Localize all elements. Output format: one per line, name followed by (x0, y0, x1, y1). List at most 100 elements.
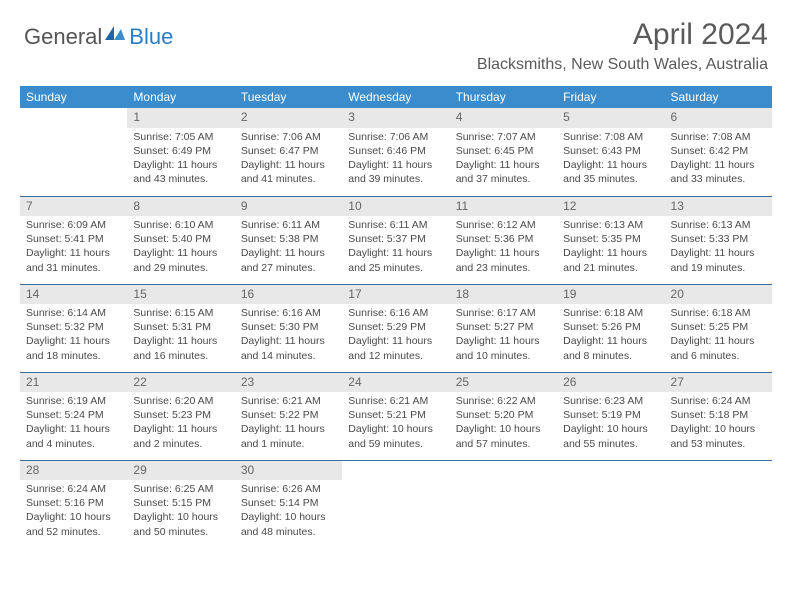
sunset-text: Sunset: 5:37 PM (348, 232, 443, 246)
calendar-cell: 11Sunrise: 6:12 AMSunset: 5:36 PMDayligh… (450, 196, 557, 284)
daylight-text: Daylight: 11 hours and 37 minutes. (456, 158, 551, 186)
header: General Blue April 2024 Blacksmiths, New… (0, 0, 792, 80)
calendar-cell: 28Sunrise: 6:24 AMSunset: 5:16 PMDayligh… (20, 460, 127, 548)
calendar-cell: 8Sunrise: 6:10 AMSunset: 5:40 PMDaylight… (127, 196, 234, 284)
sunset-text: Sunset: 5:15 PM (133, 496, 228, 510)
calendar-row: 7Sunrise: 6:09 AMSunset: 5:41 PMDaylight… (20, 196, 772, 284)
daylight-text: Daylight: 11 hours and 43 minutes. (133, 158, 228, 186)
sunrise-text: Sunrise: 6:25 AM (133, 482, 228, 496)
day-body: Sunrise: 6:21 AMSunset: 5:22 PMDaylight:… (235, 392, 342, 455)
day-number: 18 (450, 285, 557, 305)
sunrise-text: Sunrise: 6:16 AM (348, 306, 443, 320)
sunrise-text: Sunrise: 6:24 AM (26, 482, 121, 496)
day-body: Sunrise: 6:23 AMSunset: 5:19 PMDaylight:… (557, 392, 664, 455)
sunset-text: Sunset: 6:42 PM (671, 144, 766, 158)
sunset-text: Sunset: 5:21 PM (348, 408, 443, 422)
daylight-text: Daylight: 10 hours and 53 minutes. (671, 422, 766, 450)
sunset-text: Sunset: 5:35 PM (563, 232, 658, 246)
calendar-cell: 27Sunrise: 6:24 AMSunset: 5:18 PMDayligh… (665, 372, 772, 460)
calendar-cell: 12Sunrise: 6:13 AMSunset: 5:35 PMDayligh… (557, 196, 664, 284)
day-body: Sunrise: 7:06 AMSunset: 6:46 PMDaylight:… (342, 128, 449, 191)
day-number: 1 (127, 108, 234, 128)
sunrise-text: Sunrise: 6:24 AM (671, 394, 766, 408)
daylight-text: Daylight: 10 hours and 59 minutes. (348, 422, 443, 450)
day-body: Sunrise: 6:09 AMSunset: 5:41 PMDaylight:… (20, 216, 127, 279)
day-body: Sunrise: 6:16 AMSunset: 5:29 PMDaylight:… (342, 304, 449, 367)
sunrise-text: Sunrise: 7:07 AM (456, 130, 551, 144)
daylight-text: Daylight: 11 hours and 41 minutes. (241, 158, 336, 186)
daylight-text: Daylight: 11 hours and 2 minutes. (133, 422, 228, 450)
day-number: 5 (557, 108, 664, 128)
day-number: 23 (235, 373, 342, 393)
calendar-cell: 22Sunrise: 6:20 AMSunset: 5:23 PMDayligh… (127, 372, 234, 460)
sunset-text: Sunset: 5:30 PM (241, 320, 336, 334)
day-body: Sunrise: 7:08 AMSunset: 6:42 PMDaylight:… (665, 128, 772, 191)
calendar-cell: 17Sunrise: 6:16 AMSunset: 5:29 PMDayligh… (342, 284, 449, 372)
day-number: 16 (235, 285, 342, 305)
day-number: 14 (20, 285, 127, 305)
calendar-cell: 23Sunrise: 6:21 AMSunset: 5:22 PMDayligh… (235, 372, 342, 460)
sunrise-text: Sunrise: 6:10 AM (133, 218, 228, 232)
day-number: 4 (450, 108, 557, 128)
sunset-text: Sunset: 5:29 PM (348, 320, 443, 334)
day-body: Sunrise: 6:11 AMSunset: 5:37 PMDaylight:… (342, 216, 449, 279)
sunset-text: Sunset: 5:38 PM (241, 232, 336, 246)
day-body: Sunrise: 7:05 AMSunset: 6:49 PMDaylight:… (127, 128, 234, 191)
sunrise-text: Sunrise: 6:17 AM (456, 306, 551, 320)
day-header: Monday (127, 86, 234, 108)
daylight-text: Daylight: 11 hours and 1 minute. (241, 422, 336, 450)
calendar-row: 21Sunrise: 6:19 AMSunset: 5:24 PMDayligh… (20, 372, 772, 460)
sunset-text: Sunset: 6:47 PM (241, 144, 336, 158)
day-body: Sunrise: 6:15 AMSunset: 5:31 PMDaylight:… (127, 304, 234, 367)
sunrise-text: Sunrise: 7:06 AM (348, 130, 443, 144)
title-block: April 2024 Blacksmiths, New South Wales,… (477, 18, 768, 74)
day-body: Sunrise: 6:24 AMSunset: 5:16 PMDaylight:… (20, 480, 127, 543)
calendar-cell (665, 460, 772, 548)
daylight-text: Daylight: 11 hours and 27 minutes. (241, 246, 336, 274)
calendar-cell: 16Sunrise: 6:16 AMSunset: 5:30 PMDayligh… (235, 284, 342, 372)
sunrise-text: Sunrise: 6:18 AM (671, 306, 766, 320)
sunrise-text: Sunrise: 6:21 AM (348, 394, 443, 408)
daylight-text: Daylight: 10 hours and 50 minutes. (133, 510, 228, 538)
calendar-cell: 4Sunrise: 7:07 AMSunset: 6:45 PMDaylight… (450, 108, 557, 196)
calendar-cell (342, 460, 449, 548)
sunset-text: Sunset: 6:46 PM (348, 144, 443, 158)
day-number: 7 (20, 197, 127, 217)
day-number: 21 (20, 373, 127, 393)
day-body: Sunrise: 6:11 AMSunset: 5:38 PMDaylight:… (235, 216, 342, 279)
day-body: Sunrise: 6:13 AMSunset: 5:35 PMDaylight:… (557, 216, 664, 279)
daylight-text: Daylight: 11 hours and 10 minutes. (456, 334, 551, 362)
day-body: Sunrise: 6:22 AMSunset: 5:20 PMDaylight:… (450, 392, 557, 455)
calendar-cell: 10Sunrise: 6:11 AMSunset: 5:37 PMDayligh… (342, 196, 449, 284)
day-body: Sunrise: 6:17 AMSunset: 5:27 PMDaylight:… (450, 304, 557, 367)
calendar-row: 28Sunrise: 6:24 AMSunset: 5:16 PMDayligh… (20, 460, 772, 548)
calendar-cell: 29Sunrise: 6:25 AMSunset: 5:15 PMDayligh… (127, 460, 234, 548)
day-number: 29 (127, 461, 234, 481)
sunset-text: Sunset: 6:49 PM (133, 144, 228, 158)
daylight-text: Daylight: 11 hours and 4 minutes. (26, 422, 121, 450)
month-title: April 2024 (477, 18, 768, 52)
daylight-text: Daylight: 11 hours and 25 minutes. (348, 246, 443, 274)
calendar-cell: 18Sunrise: 6:17 AMSunset: 5:27 PMDayligh… (450, 284, 557, 372)
sunset-text: Sunset: 5:41 PM (26, 232, 121, 246)
day-body: Sunrise: 6:18 AMSunset: 5:25 PMDaylight:… (665, 304, 772, 367)
day-body: Sunrise: 6:21 AMSunset: 5:21 PMDaylight:… (342, 392, 449, 455)
daylight-text: Daylight: 10 hours and 48 minutes. (241, 510, 336, 538)
sunset-text: Sunset: 5:23 PM (133, 408, 228, 422)
calendar-cell (557, 460, 664, 548)
day-header: Sunday (20, 86, 127, 108)
calendar-cell: 24Sunrise: 6:21 AMSunset: 5:21 PMDayligh… (342, 372, 449, 460)
calendar-cell: 19Sunrise: 6:18 AMSunset: 5:26 PMDayligh… (557, 284, 664, 372)
calendar-cell: 2Sunrise: 7:06 AMSunset: 6:47 PMDaylight… (235, 108, 342, 196)
day-body: Sunrise: 6:13 AMSunset: 5:33 PMDaylight:… (665, 216, 772, 279)
day-header: Saturday (665, 86, 772, 108)
calendar-cell: 26Sunrise: 6:23 AMSunset: 5:19 PMDayligh… (557, 372, 664, 460)
sunset-text: Sunset: 5:20 PM (456, 408, 551, 422)
daylight-text: Daylight: 11 hours and 39 minutes. (348, 158, 443, 186)
sunrise-text: Sunrise: 7:06 AM (241, 130, 336, 144)
day-body: Sunrise: 7:06 AMSunset: 6:47 PMDaylight:… (235, 128, 342, 191)
sunrise-text: Sunrise: 6:14 AM (26, 306, 121, 320)
sunrise-text: Sunrise: 6:18 AM (563, 306, 658, 320)
daylight-text: Daylight: 11 hours and 29 minutes. (133, 246, 228, 274)
sunset-text: Sunset: 5:26 PM (563, 320, 658, 334)
